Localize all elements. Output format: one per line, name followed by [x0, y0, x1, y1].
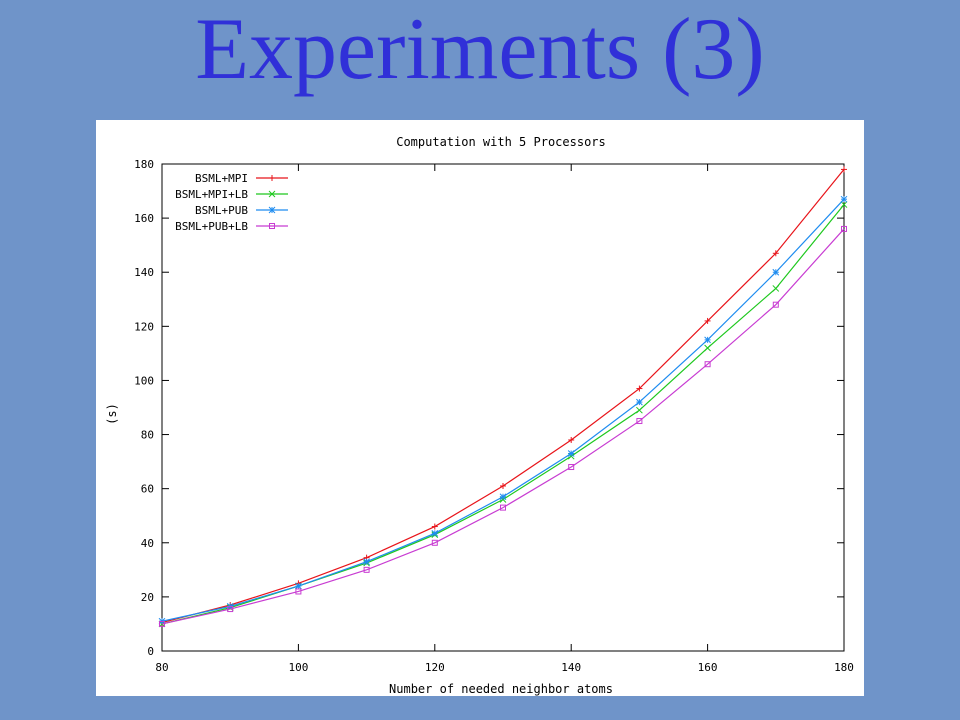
- x-tick-label: 140: [561, 661, 581, 674]
- data-point: [500, 482, 506, 489]
- data-point: [841, 166, 847, 173]
- series-line: [161, 228, 845, 625]
- series-bsml-mpi-lb: [158, 201, 848, 628]
- data-point: [363, 558, 370, 566]
- y-tick-label: 60: [141, 483, 154, 496]
- y-tick-label: 80: [141, 429, 154, 442]
- y-tick-label: 160: [134, 212, 154, 225]
- y-tick-label: 140: [134, 266, 154, 279]
- x-tick-label: 120: [425, 661, 445, 674]
- data-point: [431, 539, 438, 546]
- legend-marker: [269, 223, 275, 229]
- line-chart: Computation with 5 Processors Number of …: [105, 135, 854, 696]
- data-point: [772, 268, 780, 276]
- data-point: [772, 250, 779, 257]
- legend-label: BSML+MPI+LB: [175, 188, 248, 201]
- data-point: [431, 523, 438, 530]
- data-point: [636, 385, 643, 392]
- y-tick-label: 40: [141, 537, 154, 550]
- data-point: [704, 344, 711, 352]
- data-point: [295, 588, 302, 595]
- data-point: [431, 529, 439, 537]
- data-point: [568, 464, 575, 471]
- data-point: [841, 225, 847, 232]
- data-point: [704, 361, 711, 368]
- axes: 0 20 40 60 80 100 120 140 160 180 80 100 120 140 160 18…: [134, 158, 854, 674]
- series-line: [161, 204, 845, 625]
- series-bsml-mpi: [159, 166, 847, 626]
- plot-frame: [161, 163, 845, 652]
- data-point: [500, 504, 506, 511]
- y-tick-label: 20: [141, 591, 154, 604]
- slide-title: Experiments (3): [195, 1, 765, 98]
- x-tick-label: 80: [155, 661, 168, 674]
- chart-panel: Computation with 5 Processors Number of …: [96, 120, 864, 696]
- series-bsml-pub-lb: [159, 225, 847, 627]
- y-tick-label: 120: [134, 320, 154, 333]
- data-point: [295, 582, 302, 590]
- data-point: [636, 398, 643, 406]
- data-point: [772, 285, 780, 292]
- legend-marker: [268, 206, 276, 214]
- legend-label: BSML+PUB: [195, 204, 248, 217]
- series-layer: [158, 166, 848, 628]
- data-point: [227, 606, 234, 613]
- data-point: [840, 201, 848, 208]
- chart-title: Computation with 5 Processors: [396, 135, 606, 149]
- x-tick-label: 100: [288, 661, 308, 674]
- data-point: [840, 195, 848, 203]
- y-tick-label: 100: [134, 374, 154, 387]
- series-bsml-pub: [158, 195, 848, 625]
- data-point: [159, 620, 165, 627]
- x-tick-label: 160: [698, 661, 718, 674]
- legend: BSML+MPI BSML+MPI+LB BSML+PUB BSML+PUB+LB: [175, 172, 288, 233]
- data-point: [772, 301, 779, 308]
- data-point: [636, 418, 643, 425]
- data-point: [636, 406, 643, 414]
- legend-marker: [269, 175, 275, 181]
- y-tick-label: 0: [147, 645, 154, 658]
- y-axis-label: (s): [105, 403, 119, 425]
- data-point: [568, 436, 575, 443]
- y-tick-label: 180: [134, 158, 154, 171]
- x-axis-label: Number of needed neighbor atoms: [389, 682, 613, 696]
- series-line: [161, 169, 845, 624]
- legend-marker: [268, 190, 276, 198]
- data-point: [567, 450, 575, 457]
- data-point: [704, 317, 711, 324]
- data-point: [499, 493, 507, 501]
- data-point: [363, 566, 370, 573]
- x-tick-label: 180: [834, 661, 854, 674]
- data-point: [704, 336, 711, 344]
- legend-label: BSML+MPI: [195, 172, 248, 185]
- series-line: [161, 198, 845, 622]
- legend-label: BSML+PUB+LB: [175, 220, 248, 233]
